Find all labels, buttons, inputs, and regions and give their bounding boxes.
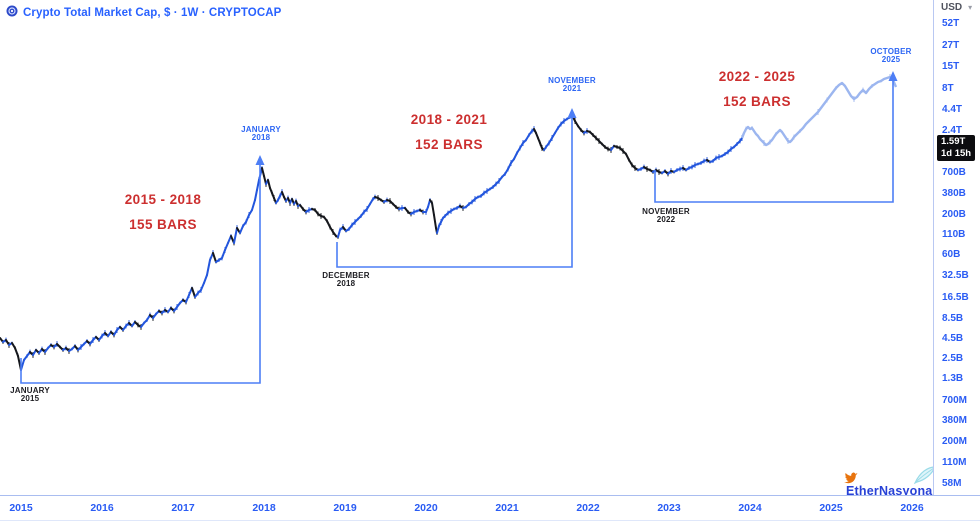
last-price-badge: 1.59T 1d 15h — [937, 135, 975, 161]
y-axis-tick: 16.5B — [942, 292, 969, 303]
y-axis-tick: 15T — [942, 61, 960, 72]
chevron-down-icon: ▾ — [968, 3, 973, 12]
y-axis-tick: 700M — [942, 395, 968, 406]
time-axis[interactable]: 2015 2016 2017 2018 2019 2020 2021 2022 2023 2024… — [0, 495, 980, 526]
y-axis-tick: 4.4T — [942, 104, 963, 115]
price-axis[interactable]: USD ▾ 52T 27T 15T 8T 4.4T 2.4T 700B 380B 200B 110… — [933, 0, 980, 495]
y-axis-tick: 1.3B — [942, 373, 964, 384]
x-axis-tick: 2019 — [333, 502, 357, 514]
x-axis-tick: 2017 — [171, 502, 195, 514]
y-axis-tick: 32.5B — [942, 270, 969, 281]
x-axis-tick: 2024 — [738, 502, 762, 514]
x-axis-tick: 2026 — [900, 502, 924, 514]
currency-selector[interactable]: USD ▾ — [941, 2, 972, 13]
symbol-title[interactable]: Crypto Total Market Cap, $ · 1W · CRYPTO… — [23, 7, 282, 19]
bar-pattern-drawings[interactable] — [20, 71, 898, 384]
y-axis-tick: 200M — [942, 436, 968, 447]
bar-pattern-bracket[interactable] — [336, 116, 573, 268]
last-price-value: 1.59T — [941, 136, 966, 147]
y-axis-tick: 60B — [942, 249, 961, 260]
y-axis-tick: 2.4T — [942, 125, 963, 136]
x-axis-tick: 2022 — [576, 502, 600, 514]
x-axis-tick: 2025 — [819, 502, 843, 514]
y-axis-tick: 8.5B — [942, 313, 964, 324]
price-series — [0, 74, 898, 373]
x-axis-tick: 2018 — [252, 502, 276, 514]
y-axis-tick: 8T — [942, 83, 954, 94]
x-axis-tick: 2023 — [657, 502, 681, 514]
y-axis-tick: 2.5B — [942, 353, 964, 364]
x-axis-tick: 2016 — [90, 502, 114, 514]
symbol-title-bar[interactable]: Crypto Total Market Cap, $ · 1W · CRYPTO… — [6, 4, 281, 22]
bar-pattern-bracket[interactable] — [20, 163, 261, 384]
bar-countdown: 1d 15h — [941, 148, 972, 159]
x-axis-tick: 2020 — [414, 502, 438, 514]
time-axis-footer-line — [0, 520, 980, 521]
y-axis-tick: 4.5B — [942, 333, 964, 344]
globe-icon — [6, 4, 18, 22]
y-axis-tick: 700B — [942, 167, 966, 178]
watermark[interactable]: EtherNasyonaL — [840, 464, 940, 502]
y-axis-tick: 27T — [942, 40, 960, 51]
y-axis-tick: 110B — [942, 229, 966, 240]
arrow-up-icon — [567, 108, 577, 118]
y-axis-tick: 380M — [942, 415, 968, 426]
bar-pattern-bracket[interactable] — [654, 79, 894, 203]
arrow-up-icon — [255, 155, 265, 165]
watermark-handle[interactable]: EtherNasyonaL — [846, 484, 941, 498]
arrow-up-icon — [888, 71, 898, 81]
y-axis-tick: 52T — [942, 18, 960, 29]
x-axis-tick: 2021 — [495, 502, 519, 514]
currency-label: USD — [941, 2, 963, 13]
y-axis-tick: 200B — [942, 209, 966, 220]
y-axis-tick: 58M — [942, 478, 962, 489]
y-axis-tick: 380B — [942, 188, 966, 199]
x-axis-tick: 2015 — [9, 502, 33, 514]
twitter-bird-icon — [843, 472, 858, 490]
y-axis-tick: 110M — [942, 457, 967, 468]
